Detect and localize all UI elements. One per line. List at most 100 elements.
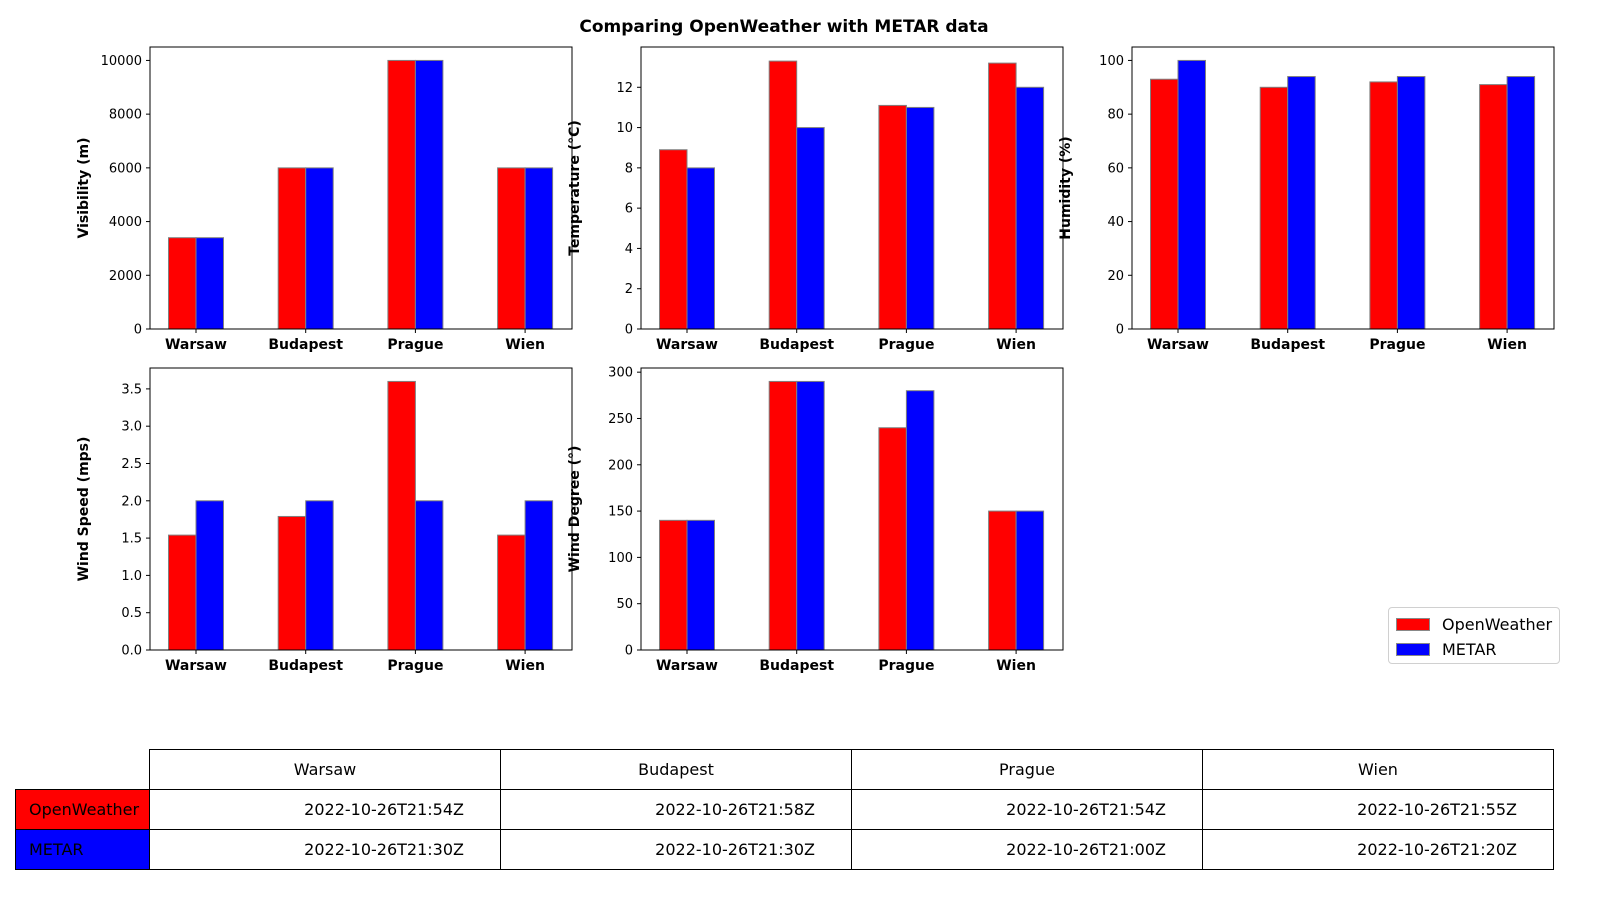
- x-tick-label: Wien: [505, 337, 545, 353]
- bar-metar-wien: [524, 167, 554, 330]
- table-row-label-metar: METAR: [15, 829, 150, 870]
- bar-openweather-prague: [878, 427, 907, 651]
- bar-metar-budapest: [305, 167, 334, 330]
- table-cell: 2022-10-26T21:30Z: [149, 829, 501, 870]
- y-axis-label: Visibility (m): [76, 137, 92, 238]
- bar-metar-wien: [1015, 510, 1045, 651]
- table-column-header: Prague: [851, 749, 1203, 790]
- chart-wind-speed-mps: 0.0 0.5 1.0 1.5 2.0 2.5 3.0 3.5 Warsaw Budapest Pr…: [76, 367, 573, 674]
- legend-label-metar: METAR: [1442, 639, 1497, 659]
- chart-wind-degree: 0 50 100 150 200 250 300 Warsaw Budapest Prague Wi…: [567, 366, 1064, 674]
- x-tick-label: Wien: [1487, 337, 1527, 353]
- legend-swatch-metar: [1396, 642, 1430, 656]
- table-column-header: Warsaw: [149, 749, 501, 790]
- y-tick-label: 100: [608, 551, 633, 566]
- y-tick-label: 80: [1107, 108, 1124, 123]
- bar-openweather-budapest: [277, 167, 307, 330]
- y-tick-label: 50: [616, 597, 633, 612]
- chart-humidity: 0 20 40 60 80 100 Warsaw Budapest Prague Wien Humi…: [1058, 46, 1555, 353]
- y-tick-label: 100: [1099, 54, 1124, 69]
- bar-metar-budapest: [796, 380, 825, 651]
- table-cell: 2022-10-26T21:55Z: [1202, 789, 1554, 830]
- y-tick-label: 10000: [101, 54, 142, 69]
- y-tick-label: 4000: [109, 215, 142, 230]
- bar-openweather-prague: [878, 104, 907, 330]
- x-tick-label: Wien: [505, 658, 545, 674]
- plot-frame: [149, 367, 573, 651]
- y-tick-label: 10: [616, 121, 633, 136]
- x-tick-label: Budapest: [759, 337, 834, 353]
- bar-openweather-wien: [1479, 84, 1508, 330]
- y-tick-label: 0: [625, 644, 633, 659]
- y-tick-label: 2000: [109, 269, 142, 284]
- table-corner: [16, 750, 150, 790]
- x-tick-label: Warsaw: [165, 658, 227, 674]
- x-tick-label: Budapest: [268, 337, 343, 353]
- plot-frame: [149, 46, 573, 330]
- bar-metar-prague: [414, 59, 444, 330]
- y-axis-label: Wind Degree (°): [567, 446, 583, 573]
- figure-title: Comparing OpenWeather with METAR data: [579, 17, 988, 37]
- bar-metar-wien: [524, 500, 554, 651]
- legend-item-openweather: OpenWeather: [1396, 613, 1552, 635]
- bar-openweather-warsaw: [168, 237, 197, 330]
- legend-item-metar: METAR: [1396, 638, 1497, 660]
- table-row-label-openweather: OpenWeather: [15, 789, 150, 830]
- table-cell: 2022-10-26T21:00Z: [851, 829, 1203, 870]
- y-tick-label: 60: [1107, 161, 1124, 176]
- bar-metar-wien: [1015, 86, 1045, 330]
- y-tick-label: 6000: [109, 161, 142, 176]
- table-cell: 2022-10-26T21:54Z: [149, 789, 501, 830]
- y-tick-label: 6: [625, 202, 633, 217]
- bar-openweather-budapest: [1259, 86, 1289, 330]
- y-tick-label: 8000: [109, 108, 142, 123]
- y-tick-label: 8: [625, 161, 633, 176]
- bar-openweather-wien: [988, 62, 1017, 330]
- table-cell: 2022-10-26T21:20Z: [1202, 829, 1554, 870]
- y-tick-label: 0.0: [121, 644, 142, 659]
- chart-temperature-c: 0 2 4 6 8 10 12 Warsaw Budapest Prague Wien Tempera…: [567, 46, 1064, 353]
- bar-openweather-prague: [387, 380, 416, 651]
- x-tick-label: Prague: [878, 337, 934, 353]
- plot-frame: [1131, 46, 1555, 330]
- x-tick-label: Warsaw: [165, 337, 227, 353]
- table-column-header: Budapest: [500, 749, 852, 790]
- table-cell: 2022-10-26T21:54Z: [851, 789, 1203, 830]
- chart-visibility-m: 0 2000 4000 6000 8000 10000 Warsaw Budapest Prag…: [76, 46, 573, 353]
- bar-metar-prague: [905, 106, 935, 330]
- table-row-openweather: OpenWeather 2022-10-26T21:54Z 2022-10-26…: [15, 789, 1554, 830]
- bar-metar-budapest: [305, 500, 334, 651]
- y-tick-label: 20: [1107, 269, 1124, 284]
- bar-metar-warsaw: [1177, 59, 1206, 330]
- x-tick-label: Warsaw: [656, 658, 718, 674]
- bar-openweather-prague: [387, 59, 416, 330]
- y-tick-label: 4: [625, 242, 633, 257]
- x-tick-label: Warsaw: [656, 337, 718, 353]
- bar-openweather-budapest: [768, 380, 798, 651]
- bar-metar-prague: [414, 500, 444, 651]
- legend-label-openweather: OpenWeather: [1442, 614, 1553, 634]
- x-tick-label: Prague: [387, 658, 443, 674]
- table-cell: 2022-10-26T21:58Z: [500, 789, 852, 830]
- bar-openweather-budapest: [277, 515, 307, 651]
- y-tick-label: 0: [134, 323, 142, 338]
- y-tick-label: 2.5: [121, 457, 142, 472]
- plot-frame: [640, 46, 1064, 330]
- bar-openweather-warsaw: [1150, 78, 1179, 330]
- x-tick-label: Prague: [1369, 337, 1425, 353]
- y-tick-label: 0: [625, 323, 633, 338]
- plot-frame: [640, 367, 1064, 651]
- bar-metar-budapest: [1287, 76, 1316, 330]
- y-axis-label: Wind Speed (mps): [76, 437, 92, 582]
- y-tick-label: 200: [608, 458, 633, 473]
- bar-openweather-budapest: [768, 60, 798, 330]
- x-tick-label: Budapest: [268, 658, 343, 674]
- bar-metar-warsaw: [686, 519, 715, 651]
- table-row-metar: METAR 2022-10-26T21:30Z 2022-10-26T21:30…: [15, 829, 1554, 870]
- y-axis-label: Humidity (%): [1058, 136, 1074, 239]
- y-tick-label: 0: [1116, 323, 1124, 338]
- y-tick-label: 250: [608, 412, 633, 427]
- bar-metar-warsaw: [195, 237, 224, 330]
- table-header-row: Warsaw Budapest Prague Wien: [16, 749, 1554, 790]
